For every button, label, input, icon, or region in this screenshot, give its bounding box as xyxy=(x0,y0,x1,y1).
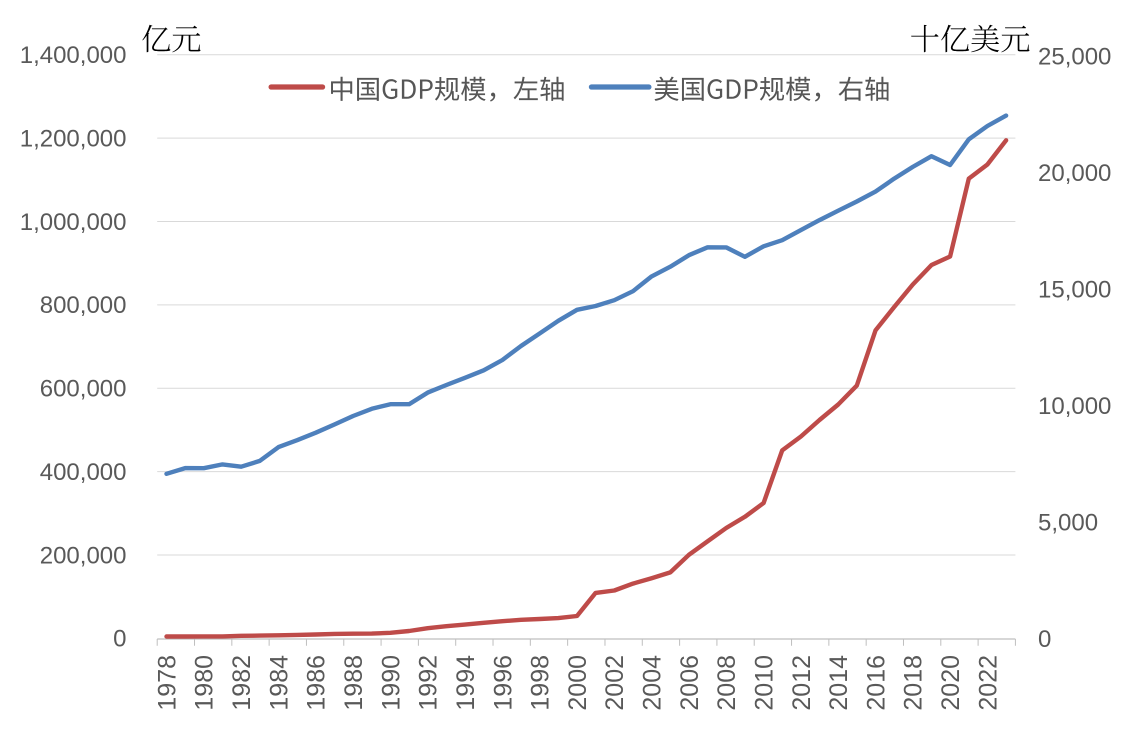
svg-text:1,200,000: 1,200,000 xyxy=(20,125,127,152)
svg-text:15,000: 15,000 xyxy=(1038,276,1111,303)
svg-text:2008: 2008 xyxy=(713,655,741,711)
svg-text:2006: 2006 xyxy=(676,655,704,711)
svg-text:1988: 1988 xyxy=(340,655,368,711)
svg-text:200,000: 200,000 xyxy=(40,542,127,569)
svg-text:0: 0 xyxy=(1038,626,1051,653)
svg-text:2002: 2002 xyxy=(601,655,629,711)
svg-text:2010: 2010 xyxy=(750,655,778,711)
svg-text:1978: 1978 xyxy=(153,655,181,711)
svg-text:25,000: 25,000 xyxy=(1038,43,1111,70)
svg-text:1996: 1996 xyxy=(489,655,517,711)
svg-text:2020: 2020 xyxy=(937,655,965,711)
svg-text:1,000,000: 1,000,000 xyxy=(20,209,127,236)
svg-text:0: 0 xyxy=(113,626,126,653)
svg-text:1982: 1982 xyxy=(228,655,256,711)
svg-text:2018: 2018 xyxy=(900,655,928,711)
svg-text:2016: 2016 xyxy=(862,655,890,711)
svg-text:400,000: 400,000 xyxy=(40,459,127,486)
svg-text:1994: 1994 xyxy=(452,655,480,711)
svg-text:1980: 1980 xyxy=(191,655,219,711)
svg-text:2012: 2012 xyxy=(788,655,816,711)
svg-text:2000: 2000 xyxy=(564,655,592,711)
svg-text:1998: 1998 xyxy=(527,655,555,711)
svg-text:1984: 1984 xyxy=(265,655,293,711)
svg-text:800,000: 800,000 xyxy=(40,292,127,319)
svg-text:1990: 1990 xyxy=(377,655,405,711)
svg-text:1986: 1986 xyxy=(303,655,331,711)
svg-text:2004: 2004 xyxy=(639,655,667,711)
svg-text:5,000: 5,000 xyxy=(1038,509,1098,536)
svg-text:1992: 1992 xyxy=(415,655,443,711)
svg-text:600,000: 600,000 xyxy=(40,376,127,403)
svg-text:10,000: 10,000 xyxy=(1038,393,1111,420)
svg-text:2014: 2014 xyxy=(825,655,853,711)
svg-text:1,400,000: 1,400,000 xyxy=(20,42,127,69)
svg-text:2022: 2022 xyxy=(974,655,1002,711)
svg-text:20,000: 20,000 xyxy=(1038,160,1111,187)
